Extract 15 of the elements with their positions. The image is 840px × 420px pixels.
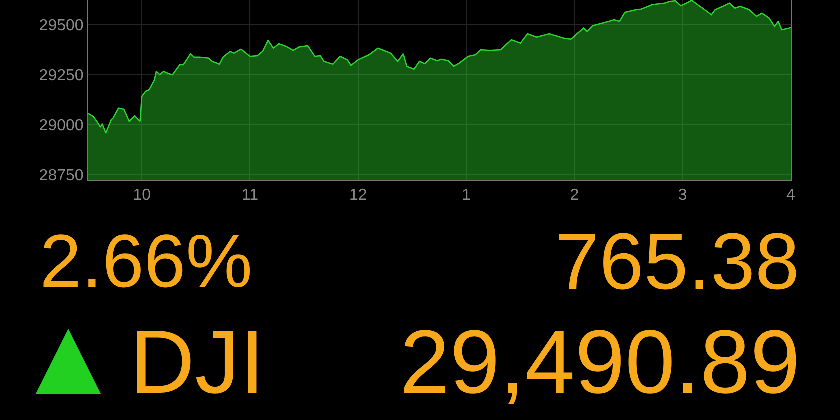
y-tick-label: 29500 — [39, 18, 84, 35]
y-tick-label: 29250 — [39, 68, 84, 85]
x-tick-label: 1 — [462, 187, 472, 204]
y-tick-label: 29000 — [39, 118, 84, 135]
text: DJI — [130, 313, 265, 413]
x-tick-label: 4 — [786, 187, 796, 204]
text: 29,490.89 — [400, 313, 800, 413]
x-tick-label: 3 — [678, 187, 688, 204]
x-tick-label: 10 — [133, 187, 152, 204]
text: 2.66% — [40, 219, 253, 303]
text: 765.38 — [555, 217, 800, 306]
x-tick-label: 2 — [570, 187, 580, 204]
x-tick-label: 11 — [242, 187, 259, 204]
x-tick-label: 12 — [349, 187, 368, 204]
y-tick-label: 28750 — [39, 168, 84, 185]
